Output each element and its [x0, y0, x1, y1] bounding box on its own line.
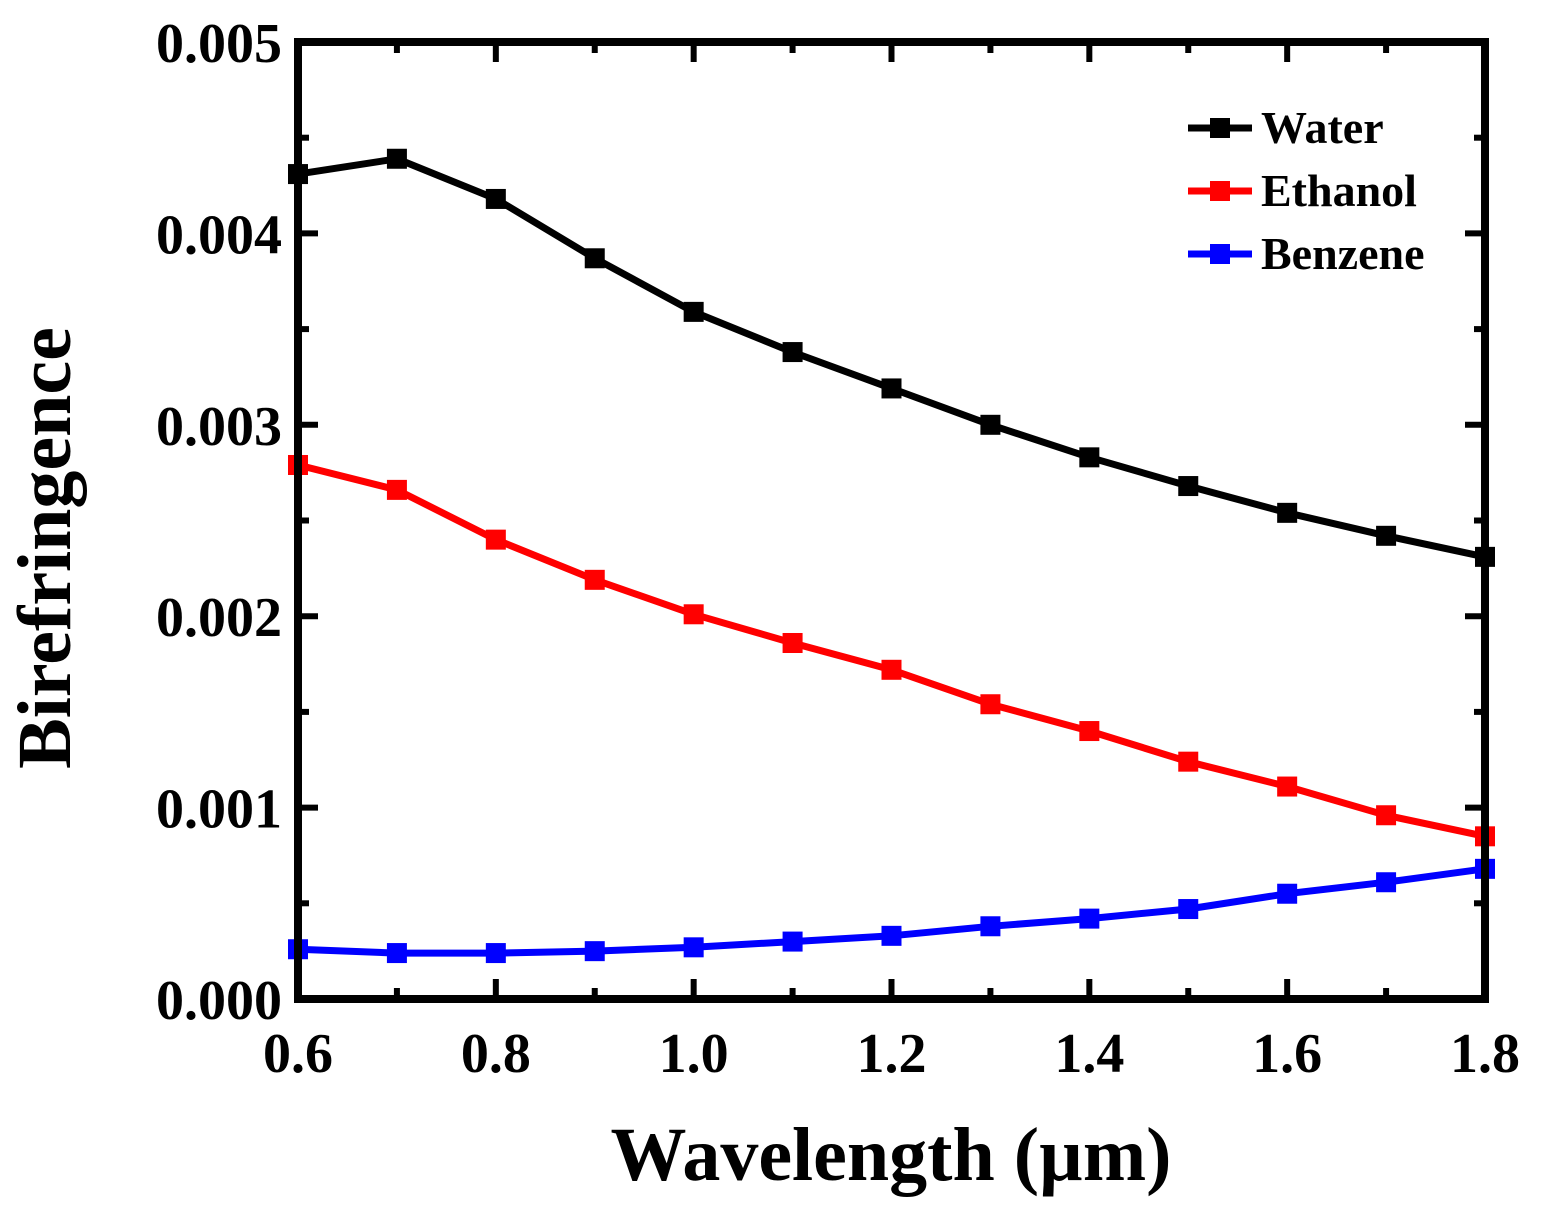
data-point-water-1: [386, 148, 407, 169]
y-tick-label: 0.004: [156, 204, 282, 266]
data-point-benzene-8: [1079, 908, 1100, 929]
data-point-water-7: [980, 414, 1001, 435]
y-tick-label: 0.002: [156, 587, 282, 649]
legend-item-ethanol: Ethanol: [1188, 165, 1417, 216]
data-point-water-3: [584, 248, 605, 269]
series-ethanol: [288, 454, 1495, 847]
series-benzene: [288, 858, 1495, 964]
data-point-ethanol-1: [386, 479, 407, 500]
series-line-water: [297, 155, 1486, 561]
data-point-water-2: [485, 188, 506, 209]
y-axis-title: Birefringence: [3, 327, 87, 769]
data-point-ethanol-10: [1277, 776, 1298, 797]
data-point-water-4: [683, 301, 704, 322]
x-tick-label: 0.8: [461, 1023, 531, 1085]
ticks-layer: 0.6 0.8 1.0 1.2 1.4 1.6 1.8 0.000 0.001 0.002 0.00…: [156, 13, 1520, 1085]
x-tick-label: 1.6: [1252, 1023, 1322, 1085]
data-point-water-5: [782, 342, 803, 363]
data-point-benzene-11: [1376, 872, 1397, 893]
data-point-benzene-3: [584, 941, 605, 962]
data-point-water-11: [1376, 525, 1397, 546]
data-point-ethanol-3: [584, 569, 605, 590]
data-point-water-9: [1178, 476, 1199, 497]
data-point-ethanol-8: [1079, 721, 1100, 742]
legend-item-water: Water: [1188, 102, 1384, 153]
data-point-ethanol-11: [1376, 805, 1397, 826]
data-point-water-6: [881, 378, 902, 399]
data-point-benzene-2: [485, 943, 506, 964]
plot-layer: [288, 148, 1495, 964]
x-tick-label: 0.6: [263, 1023, 333, 1085]
y-tick-label: 0.000: [156, 970, 282, 1032]
data-point-benzene-7: [980, 916, 1001, 937]
data-point-ethanol-4: [683, 604, 704, 625]
x-tick-label: 1.4: [1054, 1023, 1124, 1085]
data-point-benzene-5: [782, 931, 803, 952]
data-point-water-10: [1277, 502, 1298, 523]
legend-marker: [1210, 181, 1230, 201]
data-point-ethanol-2: [485, 529, 506, 550]
data-point-benzene-4: [683, 937, 704, 958]
data-point-ethanol-6: [881, 659, 902, 680]
x-axis-title: Wavelength (µm): [611, 1113, 1172, 1197]
legend-marker: [1210, 118, 1230, 138]
legend-label: Water: [1261, 102, 1384, 153]
data-point-ethanol-5: [782, 632, 803, 653]
data-point-benzene-1: [386, 943, 407, 964]
data-point-ethanol-9: [1178, 751, 1199, 772]
y-tick-label: 0.005: [156, 13, 282, 75]
data-point-benzene-10: [1277, 883, 1298, 904]
legend-item-benzene: Benzene: [1188, 228, 1425, 279]
legend: Water Ethanol Benzene: [1188, 102, 1425, 279]
x-tick-label: 1.0: [659, 1023, 729, 1085]
x-tick-label: 1.8: [1450, 1023, 1520, 1085]
data-point-benzene-6: [881, 925, 902, 946]
data-point-benzene-9: [1178, 899, 1199, 920]
data-point-water-8: [1079, 447, 1100, 468]
y-tick-label: 0.003: [156, 396, 282, 458]
legend-label: Ethanol: [1261, 165, 1417, 216]
series-water: [288, 148, 1495, 567]
x-tick-label: 1.2: [857, 1023, 927, 1085]
y-tick-label: 0.001: [156, 779, 282, 841]
data-point-ethanol-7: [980, 694, 1001, 715]
legend-label: Benzene: [1261, 228, 1425, 279]
legend-marker: [1210, 244, 1230, 264]
